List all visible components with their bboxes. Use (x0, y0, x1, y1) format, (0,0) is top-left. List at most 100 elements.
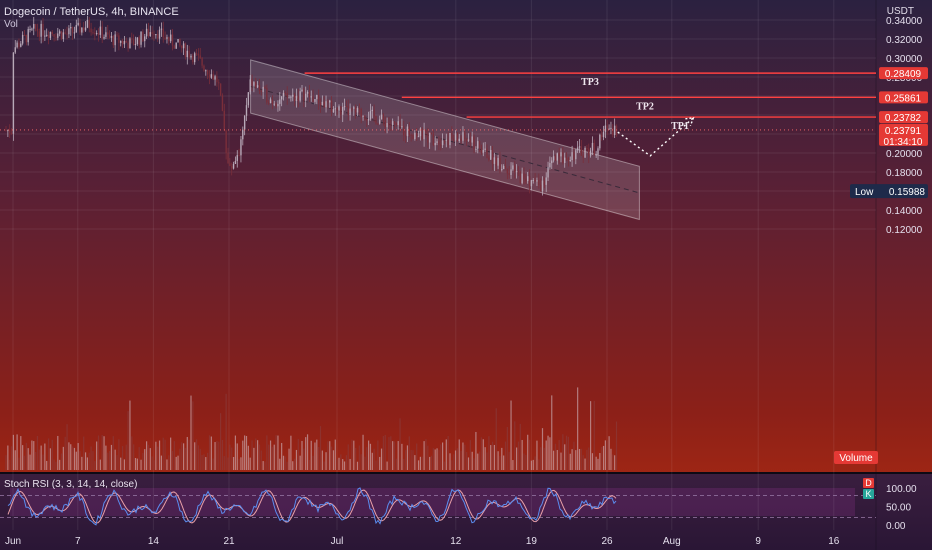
volume-bar (242, 440, 244, 470)
volume-bar (38, 449, 40, 470)
candle-body (608, 128, 610, 130)
volume-bar (116, 455, 118, 470)
price-tick-label: 0.12000 (886, 225, 923, 236)
target-label-tp1: TP1 (671, 121, 689, 132)
volume-bar (419, 456, 421, 470)
candle-body (551, 160, 553, 164)
volume-bar (329, 441, 331, 470)
candle-body (208, 74, 211, 78)
volume-bar (536, 440, 538, 470)
price-tick-label: 0.30000 (886, 54, 923, 65)
candle-body (262, 86, 264, 92)
price-tick-label: 0.20000 (886, 149, 923, 160)
candle-body (406, 126, 409, 137)
candle-body (212, 74, 214, 80)
volume-bar (90, 446, 92, 470)
volume-bar (445, 439, 447, 470)
volume-bar (305, 437, 307, 470)
candle-body (153, 33, 155, 36)
candle-body (206, 70, 209, 75)
time-tick-label: 12 (450, 536, 462, 547)
volume-bar (316, 439, 318, 470)
volume-bar (541, 428, 544, 470)
candle-body (88, 20, 90, 29)
candle-body (234, 160, 237, 164)
candle-body (565, 157, 568, 159)
volume-bar (138, 447, 140, 470)
volume-bar (577, 387, 579, 470)
price-tag (879, 123, 928, 146)
price-tag (879, 91, 928, 104)
candle-body (488, 157, 490, 160)
volume-bar (460, 450, 462, 470)
candle-body (295, 95, 298, 101)
candle-body (64, 32, 66, 34)
volume-bar (73, 447, 76, 470)
candle-body (105, 32, 107, 37)
candle-body (393, 121, 396, 124)
volume-bar (338, 457, 340, 470)
volume-bar (155, 441, 157, 470)
candle-body (158, 29, 161, 39)
volume-bar (183, 443, 185, 470)
volume-bar (157, 446, 159, 470)
candle-body (541, 180, 544, 192)
volume-bar (584, 458, 586, 470)
candle-body (515, 171, 518, 173)
volume-bar (497, 451, 499, 470)
volume-bar (588, 447, 590, 470)
volume-bar (590, 401, 592, 470)
volume-bar (210, 436, 212, 470)
volume-bar (284, 456, 286, 470)
volume-bar (554, 443, 557, 470)
volume-bar (101, 434, 103, 470)
volume-bar (251, 440, 253, 470)
volume-bar (538, 459, 540, 470)
volume-bar (299, 455, 301, 470)
candle-body (149, 32, 151, 37)
volume-bar (486, 452, 488, 470)
volume-bar (166, 459, 168, 470)
candle-body (219, 83, 222, 96)
volume-bar (514, 421, 516, 470)
symbol-title[interactable]: Dogecoin / TetherUS, 4h, BINANCE (4, 6, 179, 18)
volume-bar (573, 441, 575, 470)
volume-bar (525, 454, 527, 470)
candle-body (249, 79, 251, 93)
candle-body (197, 53, 200, 56)
volume-bar (334, 439, 336, 470)
candle-body (312, 96, 314, 102)
volume-bar (410, 449, 412, 470)
candle-body (493, 157, 496, 164)
volume-bar (432, 448, 434, 470)
volume-bar (147, 444, 150, 470)
volume-bar (173, 441, 175, 470)
volume-bar (55, 461, 57, 470)
volume-bar (42, 454, 44, 470)
candle-body (379, 119, 381, 124)
candle-body (451, 132, 453, 139)
candle-body (70, 27, 72, 29)
volume-bar (458, 439, 460, 470)
candle-body (31, 28, 33, 30)
candle-body (528, 176, 531, 187)
volume-bar (158, 440, 161, 470)
volume-bar (471, 451, 473, 470)
candle-body (375, 116, 377, 124)
volume-bar (199, 448, 201, 470)
volume-bar (477, 453, 479, 470)
volume-tag-label: Volume (839, 453, 873, 464)
volume-bar (615, 421, 618, 470)
candle-body (530, 180, 533, 187)
volume-bar (565, 435, 568, 470)
candle-body (227, 153, 229, 164)
candle-body (593, 142, 595, 155)
volume-bar (179, 448, 181, 470)
candle-body (469, 139, 472, 143)
candle-body (49, 31, 52, 38)
volume-bar (103, 436, 105, 470)
candle-body (517, 171, 520, 173)
volume-bar (332, 450, 335, 470)
